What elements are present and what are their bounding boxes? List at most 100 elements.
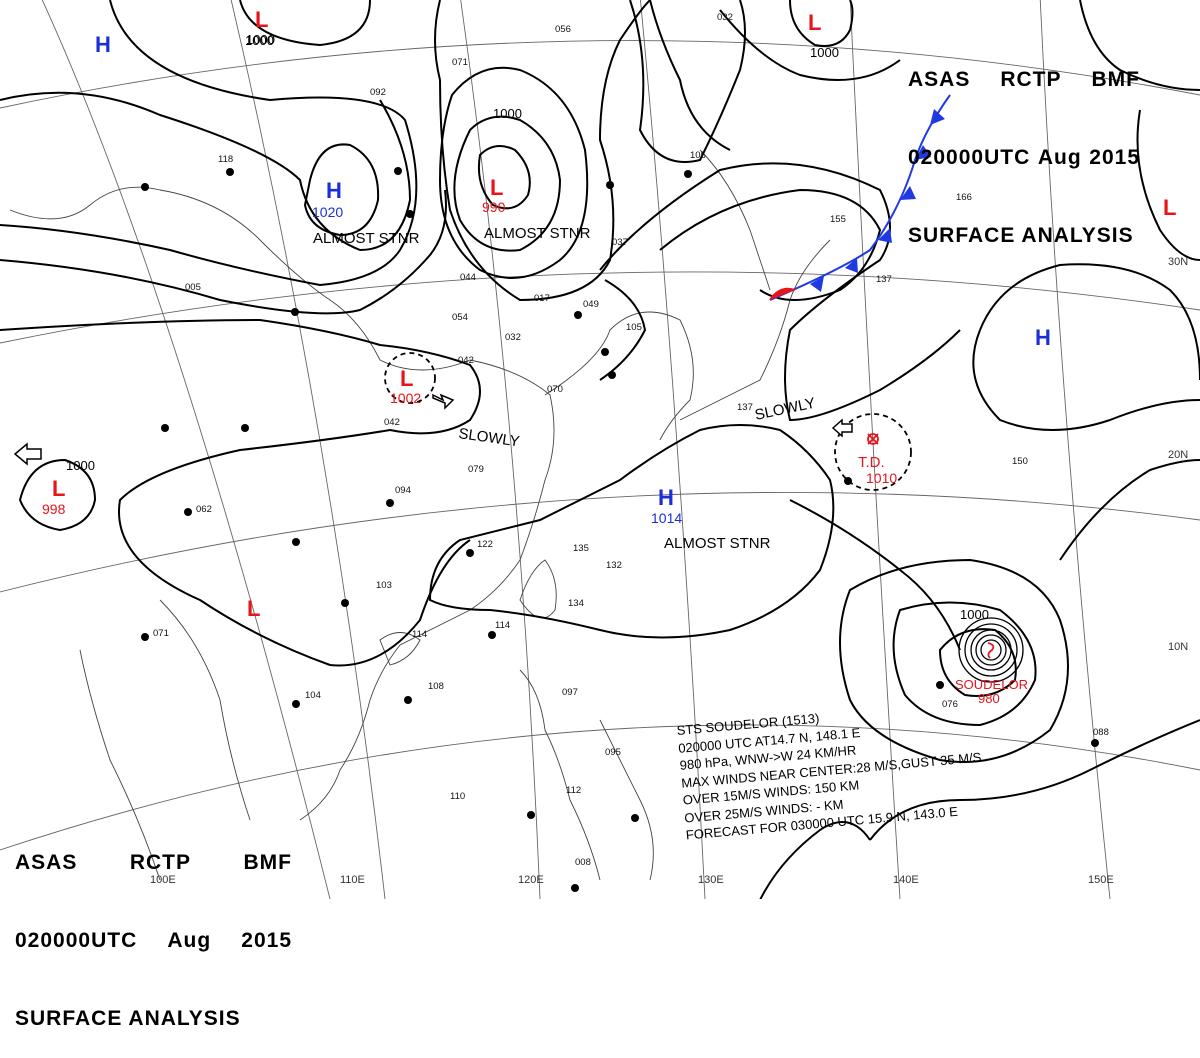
lat-label: 30N [1168,256,1188,268]
header-code: BMF [243,851,292,874]
svg-text:137: 137 [737,402,753,413]
header-station: RCTP [129,851,192,874]
header-station: RCTP [1000,68,1062,91]
isobars [0,0,1200,899]
svg-text:032: 032 [717,12,733,23]
svg-text:112: 112 [566,785,581,796]
motion-slowly: SLOWLY [457,425,520,450]
svg-text:071: 071 [452,57,468,68]
svg-text:079: 079 [468,464,484,475]
svg-text:135: 135 [573,543,589,554]
motion-note: ALMOST STNR [664,535,771,552]
header-product: ASAS [15,851,78,874]
lon-label: 130E [698,874,724,886]
low-symbol: L [255,7,268,32]
isobar-label: 1000 [493,106,522,121]
header-top: ASAS RCTP BMF 020000UTC Aug 2015 SURFACE ANA… [908,15,1140,275]
svg-text:062: 062 [196,504,212,515]
isobar-label: 1000 [245,33,274,48]
header-title: SURFACE ANALYSIS [908,224,1134,247]
low-symbol: L [808,10,821,35]
isobar-label: 1000 [960,607,989,622]
high-pressure: 1014 [651,510,682,526]
low-pressure: 998 [42,501,66,517]
svg-text:042: 042 [384,417,400,428]
low-symbol: L [247,596,260,621]
motion-arrows [13,393,853,466]
station-numbers: 056 032 071 092 118 105 037 054 042 070 … [153,12,1109,868]
svg-text:008: 008 [575,857,591,868]
dashed-lows [384,352,912,491]
low-symbol: L [52,476,65,501]
header-year: 2015 [1089,146,1140,169]
station-markers [141,167,1099,892]
svg-text:110: 110 [450,791,465,802]
grid-labels: 30N 20N 10N 100E 110E 120E 130E 140E 150… [150,256,1188,886]
high-pressure: 1020 [312,204,343,220]
svg-text:166: 166 [956,192,972,203]
svg-text:114: 114 [495,620,510,631]
isobar-label: 1000 [66,458,95,473]
td-pressure: 1010 [866,470,897,486]
svg-text:114: 114 [412,629,427,640]
svg-text:105: 105 [690,150,706,161]
weather-map: 30N 20N 10N 100E 110E 120E 130E 140E 150… [0,0,1200,899]
storm-symbols [867,433,995,659]
low-pressure: 1002 [390,390,421,406]
svg-text:094: 094 [395,485,411,496]
motion-note: ALMOST STNR [484,225,591,242]
header-time: 020000UTC [908,146,1031,169]
header-product: ASAS [908,68,971,91]
motion-labels: ALMOST STNR SLOWLY SLOWLY [457,395,816,552]
high-symbol: H [1035,325,1051,350]
storm-info: STS SOUDELOR (1513) 020000 UTC AT14.7 N,… [676,696,987,844]
svg-text:056: 056 [555,24,571,35]
svg-text:092: 092 [370,87,386,98]
motion-note: ALMOST STNR [313,230,420,247]
lon-label: 150E [1088,874,1114,886]
typhoon-rings [958,617,1024,683]
td-label: T.D. [858,454,885,471]
lon-label: 140E [893,874,919,886]
svg-text:095: 095 [605,747,621,758]
svg-text:054: 054 [452,312,468,323]
isobar-labels: 1000 1000 1000 1000 1000 [66,33,989,622]
header-year: 2015 [241,929,292,952]
high-symbol: H [95,32,111,57]
header-bottom: ASAS RCTP BMF 020000UTC Aug 2015 SURFACE ANA… [15,798,292,1058]
svg-text:005: 005 [185,282,201,293]
lon-label: 100E [150,874,176,886]
high-symbol: H [326,178,342,203]
typhoon-name: SOUDELOR [955,677,1028,692]
isobar-label: 1000 [810,45,839,60]
pressure-centers: L 1000 H H 1020 ALMOST STNR L 990 ALMOST… [42,7,1176,706]
svg-text:042: 042 [458,355,474,366]
svg-text:134: 134 [568,598,584,609]
header-title: SURFACE ANALYSIS [15,1007,241,1030]
svg-text:132: 132 [606,560,622,571]
header-month: Aug [1037,146,1082,169]
cold-front [769,94,951,301]
svg-text:097: 097 [562,687,578,698]
svg-text:118: 118 [218,154,233,165]
low-pressure: 990 [482,199,506,215]
lon-label: 110E [340,874,365,886]
svg-text:037: 037 [612,237,628,248]
typhoon-pressure: 980 [978,691,1000,706]
svg-text:105: 105 [626,322,642,333]
svg-text:070: 070 [547,384,563,395]
low-symbol: L [490,175,503,200]
svg-text:104: 104 [305,690,321,701]
svg-text:017: 017 [534,293,550,304]
lat-label: 20N [1168,449,1188,461]
lon-label: 120E [518,874,544,886]
header-time: 020000UTC [15,929,138,952]
header-code: BMF [1091,68,1140,91]
svg-text:122: 122 [477,539,493,550]
svg-text:108: 108 [428,681,444,692]
low-symbol: L [400,366,413,391]
svg-text:071: 071 [153,628,169,639]
svg-text:155: 155 [830,214,846,225]
svg-text:049: 049 [583,299,599,310]
svg-text:137: 137 [876,274,892,285]
